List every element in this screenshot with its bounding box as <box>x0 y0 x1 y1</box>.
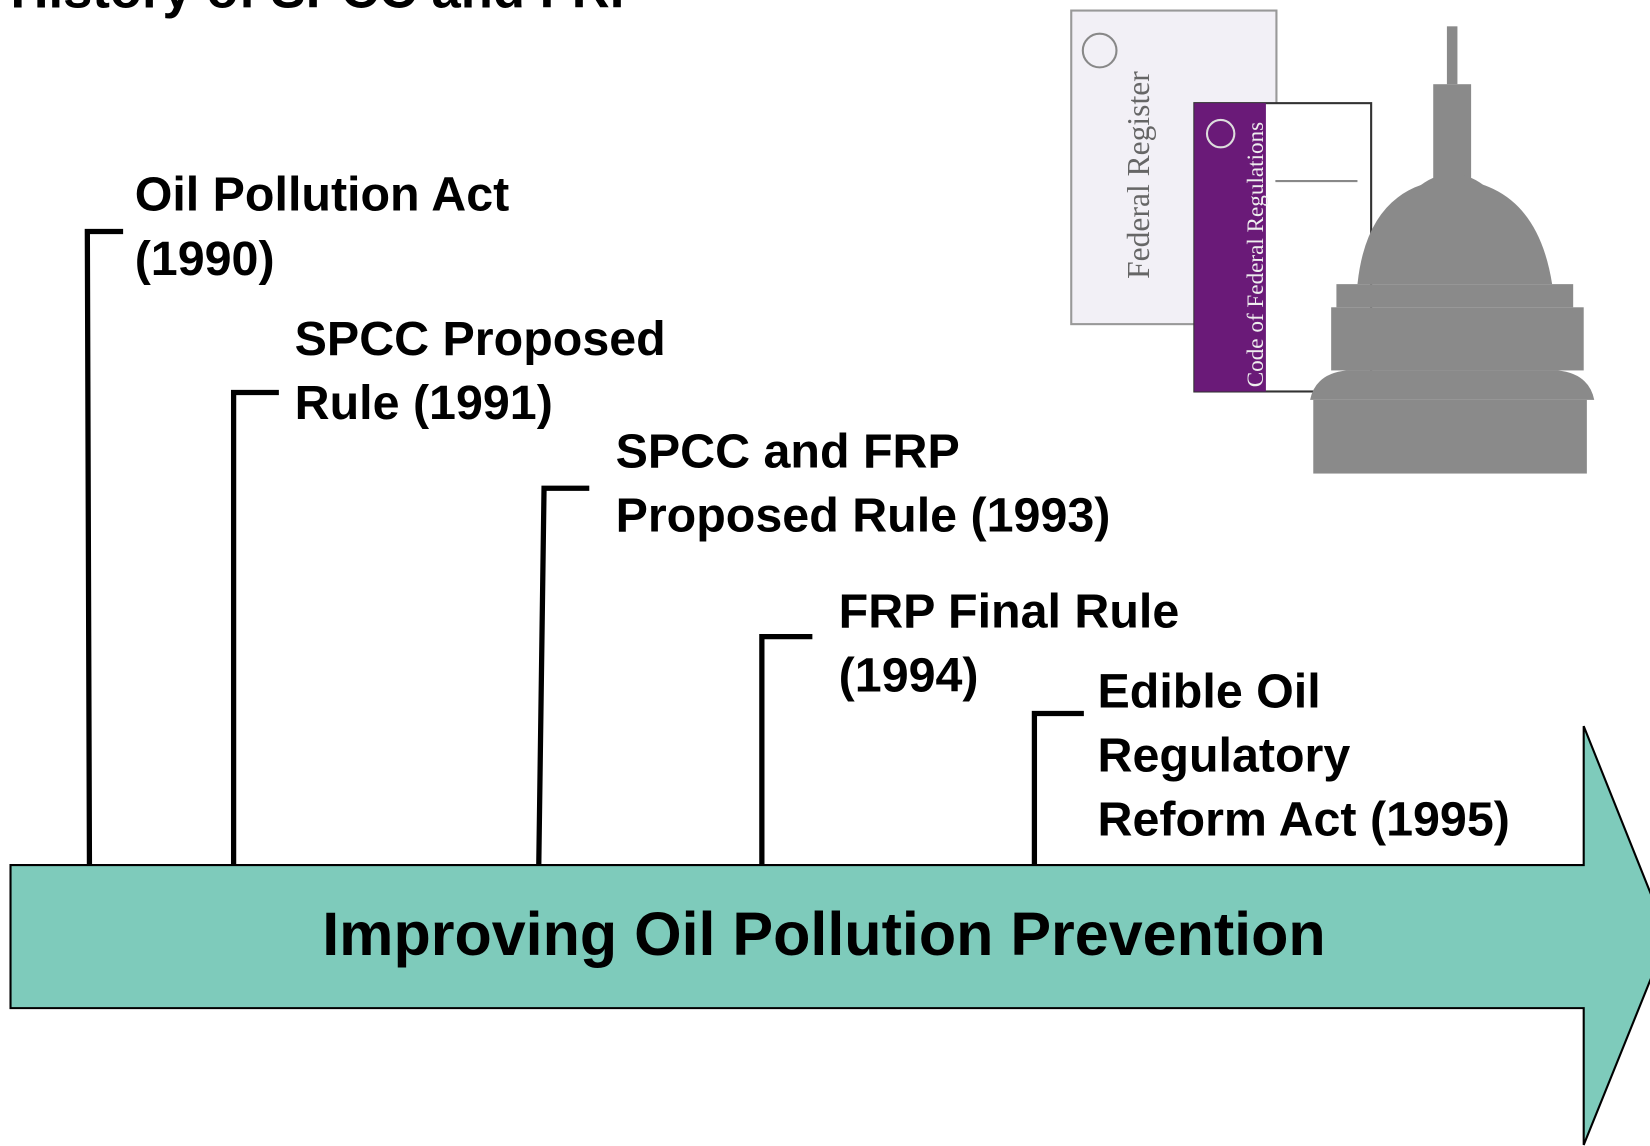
federal-register-label: Federal Register <box>1121 71 1156 279</box>
slide: History of SPCC and FRP Federal Register… <box>0 0 1650 1146</box>
event-label: Oil Pollution Act <box>135 168 510 222</box>
event-label: FRP Final Rule <box>839 584 1180 638</box>
event-label: Rule (1991) <box>295 376 553 430</box>
event-bracket <box>234 393 279 865</box>
banner-label: Improving Oil Pollution Prevention <box>322 900 1325 968</box>
cfr-label: Code of Federal Regulations <box>1243 122 1269 387</box>
event-label: SPCC Proposed <box>295 312 666 366</box>
event-bracket <box>539 488 590 865</box>
event-bracket <box>87 232 123 865</box>
event-label: Reform Act (1995) <box>1098 793 1510 847</box>
event-bracket <box>1034 713 1083 865</box>
event-label: Edible Oil <box>1098 664 1321 718</box>
event-label: Regulatory <box>1098 729 1351 783</box>
event-label: SPCC and FRP <box>616 424 960 478</box>
event-label: (1990) <box>135 232 275 286</box>
slide-title: History of SPCC and FRP <box>11 0 645 20</box>
page: History of SPCC and FRP Federal Register… <box>0 0 1650 1146</box>
event-bracket <box>762 637 813 865</box>
event-label: (1994) <box>839 649 979 703</box>
event-label: Proposed Rule (1993) <box>616 489 1111 543</box>
